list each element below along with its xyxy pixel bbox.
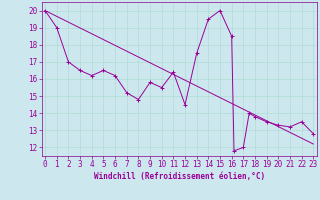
X-axis label: Windchill (Refroidissement éolien,°C): Windchill (Refroidissement éolien,°C) <box>94 172 265 181</box>
